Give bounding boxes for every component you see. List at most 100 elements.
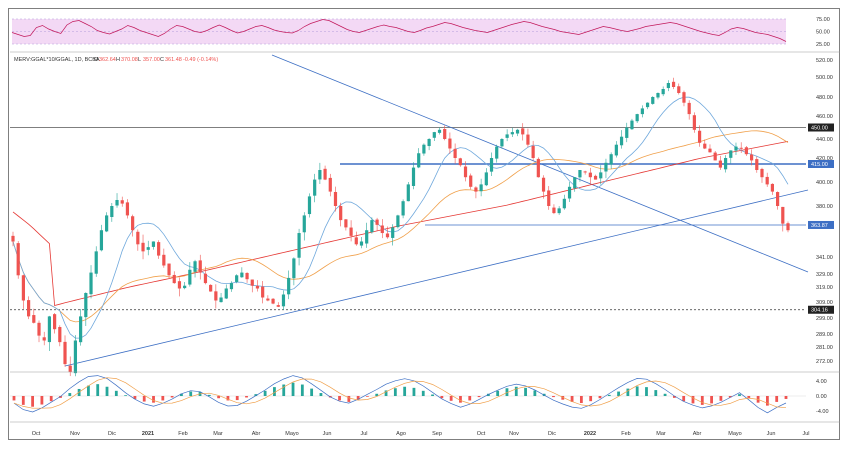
ohlc-h: 370.08	[121, 57, 138, 63]
x-tick-label: Ago	[396, 431, 406, 437]
macd-histogram-bar	[105, 386, 109, 396]
macd-signal-line	[13, 377, 787, 409]
candle-body	[531, 145, 535, 158]
macd-histogram-bar	[440, 396, 444, 399]
macd-histogram-bar	[775, 396, 779, 402]
macd-histogram-bar	[21, 396, 25, 405]
candle-body	[463, 166, 468, 178]
candle-body	[281, 294, 286, 307]
rsi-axis: 75.00 50.00 25.00	[816, 17, 830, 48]
chart-frame	[8, 8, 840, 440]
candle-body	[406, 184, 410, 202]
candle-body	[63, 341, 67, 365]
price-tick-label: 500.00	[816, 75, 833, 81]
macd-histogram-bar	[347, 396, 351, 402]
x-tick-label: Oct	[32, 431, 41, 437]
candle-body	[266, 298, 270, 301]
candle-body	[401, 201, 405, 216]
macd-histogram-bar	[366, 396, 369, 397]
candle-body	[131, 216, 135, 231]
candle-body	[427, 139, 431, 147]
candle-body	[79, 316, 83, 343]
macd-histogram-bar	[235, 396, 239, 401]
candle-body	[73, 340, 78, 374]
candle-body	[479, 184, 483, 192]
candle-body	[120, 200, 124, 204]
candle-body	[125, 202, 130, 216]
candle-body	[567, 186, 572, 199]
candle-body	[365, 230, 369, 244]
candle-body	[671, 81, 676, 87]
candle-body	[172, 274, 176, 284]
candle-body	[489, 158, 494, 172]
price-tag-label: 304.16	[811, 308, 828, 314]
macd-histogram-bar	[40, 396, 44, 405]
candle-body	[167, 263, 171, 276]
ohlc-h-label: H	[116, 57, 120, 63]
candle-body	[84, 293, 88, 318]
macd-histogram-bar	[505, 388, 509, 396]
candle-body	[276, 305, 280, 307]
candle-body	[297, 233, 301, 258]
candle-body	[645, 102, 650, 108]
candle-body	[588, 172, 592, 178]
candle-body	[775, 192, 780, 206]
macd-histogram-bar	[384, 390, 388, 396]
macd-histogram-bar	[663, 393, 667, 396]
candle-body	[58, 327, 62, 343]
macd-histogram-bar	[700, 396, 704, 405]
candle-body	[328, 177, 332, 192]
candle-body	[292, 258, 296, 279]
candle-body	[240, 272, 244, 278]
candle-body	[115, 200, 119, 206]
candle-body	[224, 288, 228, 299]
candle-body	[99, 230, 104, 251]
candle-body	[235, 275, 239, 282]
macd-histogram-bar	[412, 387, 416, 396]
price-tag-label: 415.00	[811, 162, 828, 168]
macd-histogram-bar	[579, 396, 583, 404]
price-tick-label: 299.00	[816, 316, 833, 322]
candle-body	[307, 196, 312, 215]
candle-body	[453, 148, 457, 158]
candle-body	[682, 92, 686, 103]
candle-body	[141, 242, 145, 252]
macd-histogram-bar	[645, 387, 648, 396]
x-tick-label: Feb	[621, 431, 630, 437]
macd-histogram-bar	[226, 396, 230, 401]
candle-body	[505, 134, 509, 138]
macd-histogram-bar	[719, 396, 723, 401]
macd-histogram-bar	[170, 396, 174, 398]
macd-histogram-bar	[338, 396, 341, 401]
macd-axis: 4.00 0.00 -4.00	[816, 379, 829, 415]
macd-histogram-bar	[217, 396, 221, 399]
candle-body	[391, 227, 395, 238]
candle-body	[609, 154, 613, 165]
moving-averages	[12, 96, 789, 339]
x-tick-label: Nov	[70, 431, 80, 437]
ohlc-o-label: O	[94, 57, 99, 63]
candle-body	[417, 153, 421, 168]
candle-body	[547, 190, 551, 206]
price-tick-label: 329.00	[816, 272, 833, 278]
candle-body	[666, 83, 670, 89]
candle-body	[713, 152, 717, 161]
macd-histogram-bar	[310, 388, 314, 396]
candle-body	[245, 272, 249, 280]
price-tick-label: 420.00	[816, 156, 833, 162]
macd-tick-label: 0.00	[816, 394, 827, 400]
candle-body	[739, 147, 743, 149]
candle-body	[422, 144, 426, 154]
macd-histogram-bar	[635, 386, 639, 396]
x-tick-label: Jun	[323, 431, 332, 437]
candle-body	[89, 272, 93, 295]
candles	[11, 77, 790, 377]
candle-body	[16, 243, 20, 276]
candle-body	[760, 168, 764, 178]
candle-body	[749, 154, 754, 161]
candle-body	[703, 143, 707, 149]
trend-lines	[64, 54, 809, 367]
candle-body	[146, 247, 150, 250]
candle-body	[729, 150, 733, 158]
